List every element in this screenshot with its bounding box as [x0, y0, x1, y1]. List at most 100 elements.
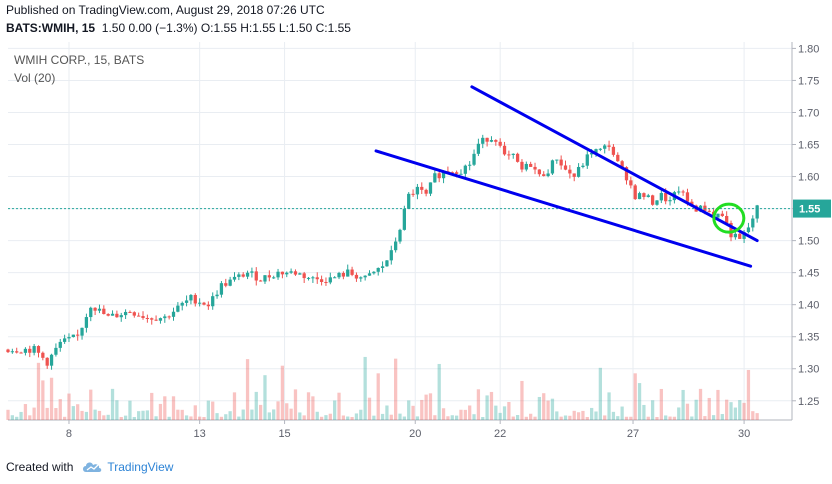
candle-body [407, 193, 411, 209]
volume-bar [703, 416, 707, 420]
volume-bar [49, 377, 54, 420]
trendline-lower [374, 149, 753, 268]
x-tick-label: 13 [194, 428, 206, 440]
volume-bar [28, 415, 32, 420]
candle-body [141, 316, 145, 318]
volume-bar [485, 395, 489, 420]
volume-bar [729, 402, 733, 420]
candle-body [441, 171, 446, 179]
candle-body [58, 341, 62, 348]
candle-body [102, 308, 106, 315]
candle-body [62, 338, 67, 342]
volume-bar [333, 400, 337, 420]
volume-bar [189, 416, 193, 420]
candle-body [746, 227, 751, 233]
volume-bar [751, 411, 755, 420]
candle-body [311, 277, 315, 279]
volume-bar [546, 400, 550, 420]
volume-bar [559, 416, 563, 420]
x-tick-label: 30 [738, 428, 750, 440]
candle-body [637, 193, 642, 200]
candle-body [511, 153, 515, 155]
candle-body [681, 191, 685, 193]
volume-bar [89, 389, 93, 420]
candle-body [664, 193, 668, 202]
volume-bar [132, 416, 136, 420]
volume-bar [302, 415, 306, 420]
candle-body [576, 166, 581, 177]
volume-bar [180, 409, 184, 420]
price-chart[interactable]: 1.25 1.30 1.35 1.40 1.45 1.50 1.55 1.60 1.65 1.70… [0, 40, 832, 460]
volume-bar [463, 409, 467, 420]
volume-bar [76, 404, 80, 420]
candles [6, 134, 792, 370]
candle-body [337, 272, 341, 278]
chart-area[interactable]: 1.25 1.30 1.35 1.40 1.45 1.50 1.55 1.60 1.65 1.70… [0, 40, 832, 460]
candle-body [755, 205, 759, 219]
volume-bar [237, 416, 241, 420]
volume-bar [446, 416, 450, 420]
candle-body [71, 334, 75, 338]
tradingview-cloud-icon[interactable] [81, 460, 103, 474]
candle-body [650, 195, 655, 205]
candle-body [402, 208, 406, 230]
candle-body [254, 271, 258, 281]
candle-body [398, 229, 402, 242]
volume-bar [681, 389, 685, 420]
volume-bar [420, 399, 424, 420]
volume-bar [145, 410, 150, 420]
candle-body [598, 148, 602, 150]
volume-bar [738, 400, 742, 420]
candle-body [611, 146, 616, 155]
candle-body [616, 154, 620, 162]
candle-body [707, 210, 711, 212]
volume-bar [529, 413, 533, 420]
y-tick-label: 1.65 [798, 140, 819, 152]
candle-body [6, 349, 10, 353]
candle-body [211, 296, 215, 307]
volume-bar [716, 389, 720, 420]
volume-bar [502, 406, 507, 420]
volume-bar [690, 416, 694, 420]
candle-body [293, 271, 298, 275]
volume-bar [119, 416, 123, 420]
candle-body [158, 318, 163, 321]
volume-bar [62, 416, 67, 420]
volume-bar [15, 416, 19, 420]
candle-body [720, 213, 724, 216]
volume-bar [450, 415, 454, 420]
candle-body [49, 354, 54, 366]
candle-body [607, 145, 611, 147]
candle-body [163, 316, 167, 319]
volume-bar [428, 393, 433, 420]
volume-bar [154, 416, 158, 420]
candle-body [298, 273, 302, 275]
volume-bar [276, 401, 280, 420]
volume-bar [537, 396, 542, 420]
y-tick-label: 1.70 [798, 107, 819, 119]
volume-bar [694, 399, 698, 420]
volume-bar [45, 407, 49, 420]
candle-body [245, 272, 250, 277]
candle-body [537, 169, 542, 175]
plot-frame [8, 42, 793, 421]
volume-bar [315, 411, 319, 420]
candle-body [380, 266, 385, 268]
candle-body [167, 316, 171, 318]
volume-bar [590, 407, 594, 420]
volume-bar [298, 412, 302, 420]
volume-bar [267, 412, 271, 420]
candle-body [463, 165, 467, 174]
volume-bar [646, 416, 650, 420]
volume-bar [402, 416, 406, 420]
y-tick-label: 1.40 [798, 300, 819, 312]
candle-body [32, 346, 36, 353]
candle-body [494, 140, 498, 142]
candle-body [198, 302, 202, 304]
candle-body [36, 346, 41, 353]
candle-body [110, 313, 115, 316]
last-price-badge [793, 199, 831, 218]
candle-body [633, 185, 637, 200]
tradingview-brand-link[interactable]: TradingView [107, 460, 174, 474]
candle-body [302, 273, 306, 279]
